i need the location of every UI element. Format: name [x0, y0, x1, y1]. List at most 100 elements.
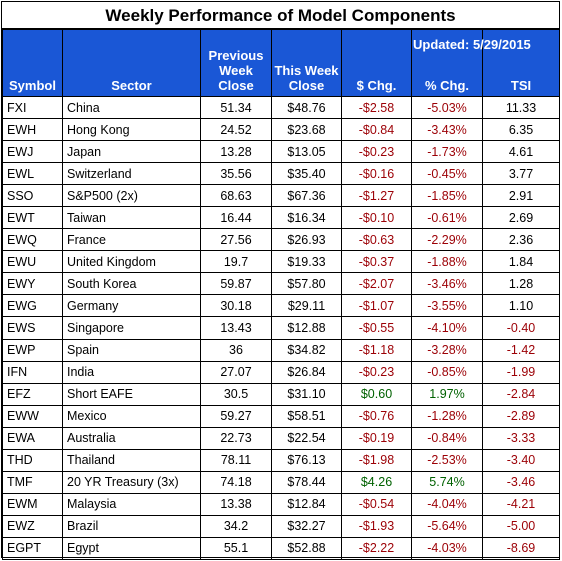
cell-tsi: 6.35 [482, 118, 560, 142]
cell-symbol: EWQ [2, 228, 63, 252]
cell-this-week-close: $19.33 [271, 250, 342, 274]
cell-tsi: -1.42 [482, 338, 560, 362]
cell-tsi: -2.89 [482, 404, 560, 428]
cell-this-week-close: $78.44 [271, 470, 342, 494]
cell-previous-close: 27.07 [200, 360, 272, 384]
cell-sector: Brazil [62, 514, 201, 538]
cell-percent-change: -3.46% [411, 272, 483, 296]
cell-percent-change: -0.61% [411, 206, 483, 230]
cell-tsi: 1.28 [482, 272, 560, 296]
cell-dollar-change: -$1.98 [341, 448, 412, 472]
cell-percent-change: -0.85% [411, 360, 483, 384]
cell-percent-change: -1.73% [411, 140, 483, 164]
cell-tsi: -1.99 [482, 360, 560, 384]
table-row: EWZ Brazil 34.2 $32.27 -$1.93 -5.64% -5.00 [2, 514, 560, 538]
header-previous-week-close: Previous Week Close [200, 29, 272, 97]
cell-sector: Switzerland [62, 162, 201, 186]
cell-dollar-change: -$1.93 [341, 514, 412, 538]
cell-sector: Egypt [62, 536, 201, 560]
cell-symbol: EWM [2, 492, 63, 516]
cell-tsi: 4.61 [482, 140, 560, 164]
cell-symbol: EWA [2, 426, 63, 450]
cell-tsi: 2.91 [482, 184, 560, 208]
cell-dollar-change: -$0.23 [341, 360, 412, 384]
cell-symbol: THD [2, 448, 63, 472]
cell-this-week-close: $13.05 [271, 140, 342, 164]
cell-dollar-change: -$2.58 [341, 95, 412, 120]
cell-tsi: 1.10 [482, 294, 560, 318]
cell-dollar-change: -$0.16 [341, 162, 412, 186]
table-row: EWA Australia 22.73 $22.54 -$0.19 -0.84% -3.33 [2, 426, 560, 450]
cell-this-week-close: $34.82 [271, 338, 342, 362]
cell-this-week-close: $26.84 [271, 360, 342, 384]
header-symbol: Symbol [2, 29, 63, 97]
table-row: EWJ Japan 13.28 $13.05 -$0.23 -1.73% 4.61 [2, 140, 560, 164]
cell-sector: Japan [62, 140, 201, 164]
cell-previous-close: 34.2 [200, 514, 272, 538]
cell-this-week-close: $57.80 [271, 272, 342, 296]
cell-tsi: 3.77 [482, 162, 560, 186]
cell-previous-close: 13.43 [200, 316, 272, 340]
cell-percent-change: -3.43% [411, 118, 483, 142]
cell-symbol: EWT [2, 206, 63, 230]
cell-percent-change: -0.45% [411, 162, 483, 186]
table-row: EWT Taiwan 16.44 $16.34 -$0.10 -0.61% 2.69 [2, 206, 560, 230]
cell-tsi: 11.33 [482, 95, 560, 120]
cell-tsi: -0.40 [482, 316, 560, 340]
cell-this-week-close: $48.76 [271, 95, 342, 120]
cell-percent-change: -3.55% [411, 294, 483, 318]
cell-symbol: TMF [2, 470, 63, 494]
table-row: EWP Spain 36 $34.82 -$1.18 -3.28% -1.42 [2, 338, 560, 362]
cell-this-week-close: $35.40 [271, 162, 342, 186]
table-row: SSO S&P500 (2x) 68.63 $67.36 -$1.27 -1.85% 2.9… [2, 184, 560, 208]
cell-previous-close: 51.34 [200, 95, 272, 120]
table-row: IFN India 27.07 $26.84 -$0.23 -0.85% -1.99 [2, 360, 560, 384]
cell-percent-change: -1.85% [411, 184, 483, 208]
cell-percent-change: -5.03% [411, 95, 483, 120]
cell-dollar-change: -$0.19 [341, 426, 412, 450]
cell-dollar-change: $4.26 [341, 470, 412, 494]
cell-percent-change: -2.29% [411, 228, 483, 252]
cell-dollar-change: -$0.10 [341, 206, 412, 230]
cell-dollar-change: -$1.27 [341, 184, 412, 208]
cell-tsi: -8.69 [482, 536, 560, 560]
cell-tsi: -5.00 [482, 514, 560, 538]
header-this-line2: Close [288, 78, 325, 93]
cell-percent-change: -2.53% [411, 448, 483, 472]
cell-symbol: EWS [2, 316, 63, 340]
cell-sector: India [62, 360, 201, 384]
table-row: EWU United Kingdom 19.7 $19.33 -$0.37 -1.88% 1… [2, 250, 560, 274]
header-this-line1: This Week [274, 63, 339, 78]
cell-this-week-close: $16.34 [271, 206, 342, 230]
cell-previous-close: 78.11 [200, 448, 272, 472]
cell-symbol: EWH [2, 118, 63, 142]
cell-percent-change: -0.84% [411, 426, 483, 450]
cell-this-week-close: $52.88 [271, 536, 342, 560]
cell-sector: Australia [62, 426, 201, 450]
cell-percent-change: -1.88% [411, 250, 483, 274]
cell-symbol: EWG [2, 294, 63, 318]
cell-tsi: 2.69 [482, 206, 560, 230]
cell-percent-change: -1.28% [411, 404, 483, 428]
table-row: TMF 20 YR Treasury (3x) 74.18 $78.44 $4.26 5.… [2, 470, 560, 494]
cell-symbol: EWJ [2, 140, 63, 164]
cell-previous-close: 30.18 [200, 294, 272, 318]
cell-previous-close: 16.44 [200, 206, 272, 230]
cell-symbol: SSO [2, 184, 63, 208]
table-row: EWM Malaysia 13.38 $12.84 -$0.54 -4.04% -4.21 [2, 492, 560, 516]
cell-symbol: EFZ [2, 382, 63, 406]
cell-sector: Germany [62, 294, 201, 318]
performance-table: Symbol Sector Previous Week Close This W… [2, 29, 560, 560]
cell-sector: South Korea [62, 272, 201, 296]
table-row: THD Thailand 78.11 $76.13 -$1.98 -2.53% -3.40 [2, 448, 560, 472]
table-row: EWQ France 27.56 $26.93 -$0.63 -2.29% 2.36 [2, 228, 560, 252]
cell-previous-close: 27.56 [200, 228, 272, 252]
table-row: EWW Mexico 59.27 $58.51 -$0.76 -1.28% -2.89 [2, 404, 560, 428]
table-row: EWH Hong Kong 24.52 $23.68 -$0.84 -3.43% 6.35 [2, 118, 560, 142]
cell-previous-close: 30.5 [200, 382, 272, 406]
cell-this-week-close: $12.88 [271, 316, 342, 340]
cell-previous-close: 13.38 [200, 492, 272, 516]
cell-sector: Hong Kong [62, 118, 201, 142]
cell-previous-close: 22.73 [200, 426, 272, 450]
